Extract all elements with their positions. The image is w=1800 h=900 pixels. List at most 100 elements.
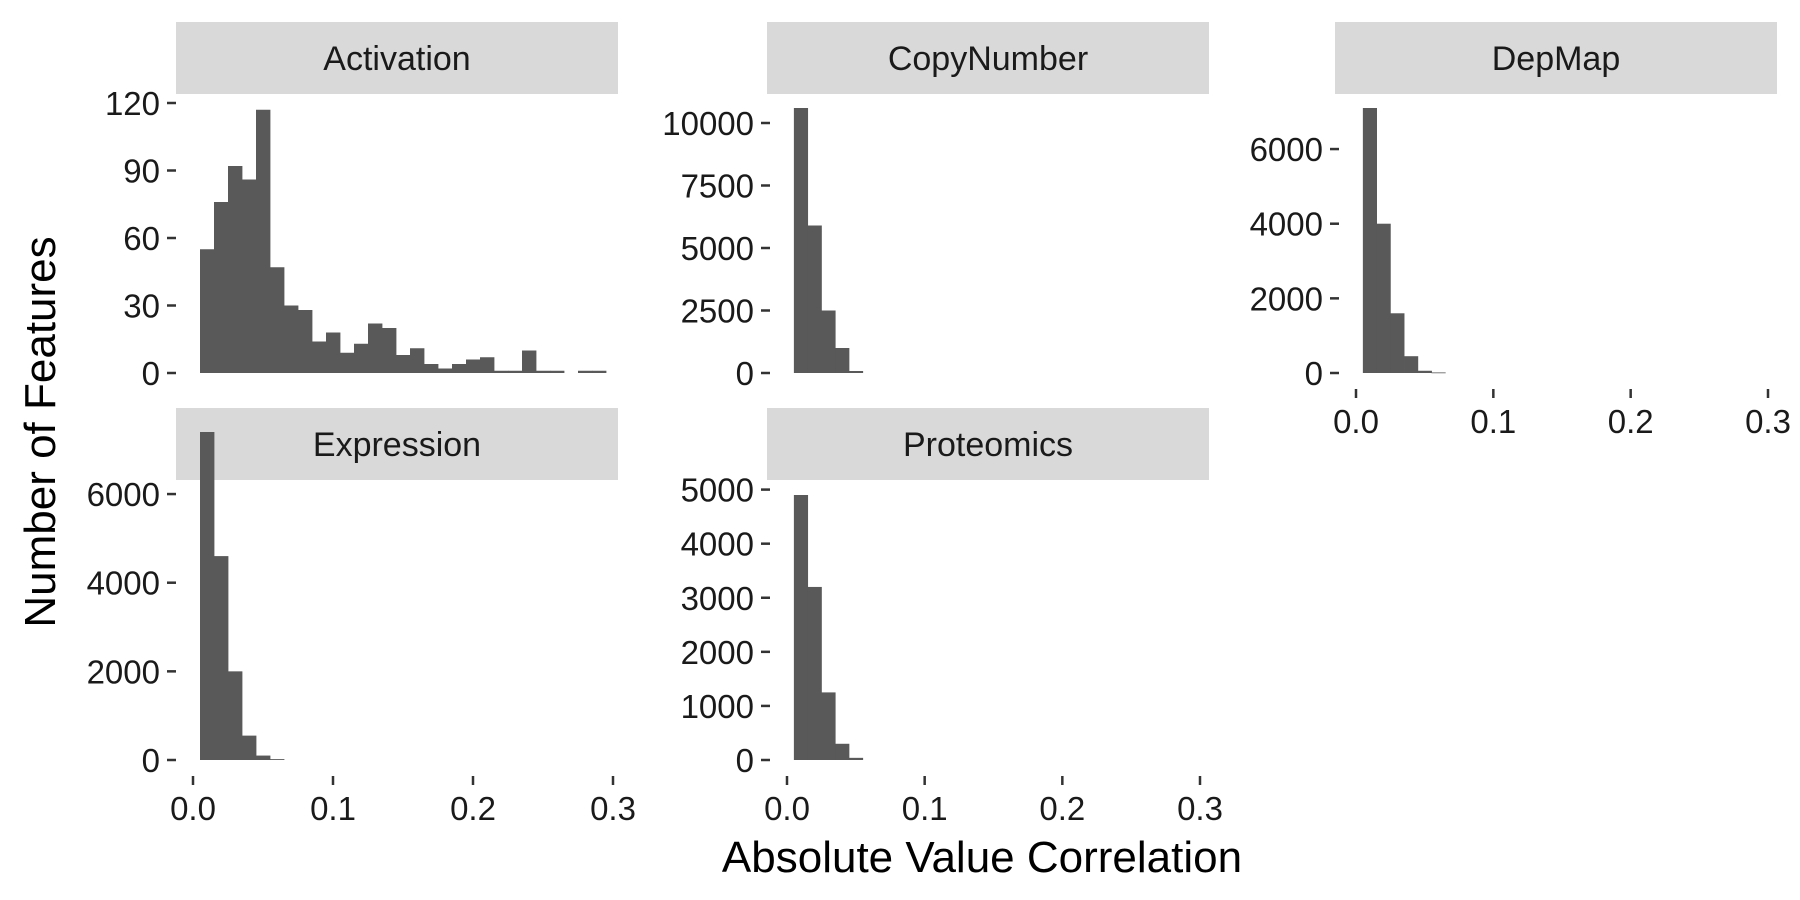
facet-label-expression: Expression (313, 426, 481, 464)
histogram-bar (821, 692, 836, 760)
histogram-bar (793, 495, 809, 760)
histogram-bar (494, 370, 509, 373)
histogram-bar (848, 757, 864, 760)
histogram-bar (1376, 223, 1391, 373)
x-tick-label: 0.3 (1745, 403, 1791, 440)
histogram-bar (592, 370, 607, 373)
histogram-bar (1417, 370, 1432, 373)
y-tick-label: 0 (142, 742, 160, 779)
histogram-bar (298, 310, 313, 373)
y-tick-label: 2500 (681, 293, 754, 330)
histogram-bar (821, 310, 836, 373)
y-tick-label: 7500 (681, 168, 754, 205)
histogram-bar (228, 166, 243, 373)
facet-label-depmap: DepMap (1492, 40, 1621, 78)
y-tick-label: 6000 (87, 476, 160, 513)
x-tick-label: 0.2 (1608, 403, 1654, 440)
y-axis-title: Number of Features (16, 236, 65, 627)
histogram-bar (466, 359, 481, 373)
histogram-bar (508, 370, 523, 373)
facet-label-proteomics: Proteomics (903, 426, 1073, 464)
facet-activation: Activation 0 30 60 90 120 (105, 22, 618, 392)
histogram-bar (200, 249, 215, 373)
y-tick-label: 5000 (681, 230, 754, 267)
facet-strip-expression (176, 408, 618, 480)
y-tick-label: 2000 (87, 653, 160, 690)
histogram-bar (270, 267, 285, 373)
facet-proteomics: Proteomics 0 1000 2000 3000 4000 5000 0.0 0.1 0.2… (681, 408, 1223, 827)
y-tick-label: 3000 (681, 580, 754, 617)
facet-copynumber: CopyNumber 0 2500 5000 7500 10000 (662, 22, 1209, 392)
x-tick-label: 0.3 (590, 790, 636, 827)
x-tick-label: 0.1 (310, 790, 356, 827)
histogram-bar (522, 350, 537, 373)
x-tick-label: 0.3 (1177, 790, 1223, 827)
histogram-bar (200, 432, 215, 760)
y-tick-label: 2000 (1250, 280, 1323, 317)
histogram-bar (550, 370, 565, 373)
y-tick-label: 0 (1305, 355, 1323, 392)
y-tick-label: 2000 (681, 634, 754, 671)
histogram-bar (270, 759, 285, 760)
histogram-bar (578, 370, 593, 373)
facet-label-activation: Activation (323, 40, 470, 78)
x-tick-label: 0.2 (450, 790, 496, 827)
histogram-bar (284, 305, 299, 373)
histogram-bar (424, 364, 439, 373)
histogram-bar (228, 671, 243, 760)
histogram-bar (835, 743, 850, 760)
facet-strip-proteomics (767, 408, 1209, 480)
y-tick-label: 4000 (681, 526, 754, 563)
histogram-bar (256, 109, 271, 373)
histogram-bar (242, 735, 257, 760)
y-tick-label: 5000 (681, 472, 754, 509)
histogram-bar (807, 225, 822, 373)
y-tick-label: 90 (123, 153, 160, 190)
y-tick-label: 0 (736, 742, 754, 779)
histogram-bar (382, 328, 397, 373)
histogram-bar (793, 108, 809, 373)
histogram-bar (480, 357, 495, 373)
histogram-bar (1390, 313, 1405, 373)
histogram-bar (1362, 108, 1377, 373)
histogram-bar (326, 332, 341, 373)
y-tick-label: 6000 (1250, 131, 1323, 168)
histogram-bar (368, 323, 383, 373)
facet-label-copynumber: CopyNumber (888, 40, 1088, 78)
facet-expression: Expression 0 2000 4000 6000 0.0 0.1 0.2 0.3 (87, 408, 636, 827)
histogram-bar (242, 179, 257, 373)
histogram-bar (340, 352, 355, 373)
y-tick-label: 0 (736, 355, 754, 392)
histogram-bar (536, 370, 551, 373)
histogram-bar (1404, 356, 1419, 373)
x-tick-label: 0.1 (902, 790, 948, 827)
x-tick-label: 0.0 (170, 790, 216, 827)
x-tick-label: 0.0 (764, 790, 810, 827)
facet-depmap: DepMap 0 2000 4000 6000 0.0 0.1 0.2 0.3 (1250, 22, 1791, 440)
facet-strip-activation (176, 22, 618, 94)
y-tick-label: 4000 (87, 565, 160, 602)
histogram-bar (410, 348, 425, 373)
y-tick-label: 4000 (1250, 206, 1323, 243)
histogram-bar (1431, 372, 1446, 374)
y-tick-label: 120 (105, 85, 160, 122)
x-tick-label: 0.2 (1039, 790, 1085, 827)
histogram-bar (438, 368, 453, 373)
histogram-bar (312, 341, 327, 373)
y-tick-label: 1000 (681, 688, 754, 725)
x-axis-title: Absolute Value Correlation (722, 833, 1242, 882)
facet-strip-depmap (1335, 22, 1777, 94)
histogram-bar (848, 371, 864, 373)
y-tick-label: 0 (142, 355, 160, 392)
y-tick-label: 60 (123, 220, 160, 257)
histogram-bar (835, 348, 850, 373)
histogram-bar (256, 755, 271, 760)
histogram-bar (396, 355, 411, 373)
histogram-bar (354, 343, 369, 373)
x-tick-label: 0.1 (1470, 403, 1516, 440)
histogram-bar (214, 202, 229, 373)
x-tick-label: 0.0 (1333, 403, 1379, 440)
facet-strip-copynumber (767, 22, 1209, 94)
y-tick-label: 10000 (662, 105, 754, 142)
